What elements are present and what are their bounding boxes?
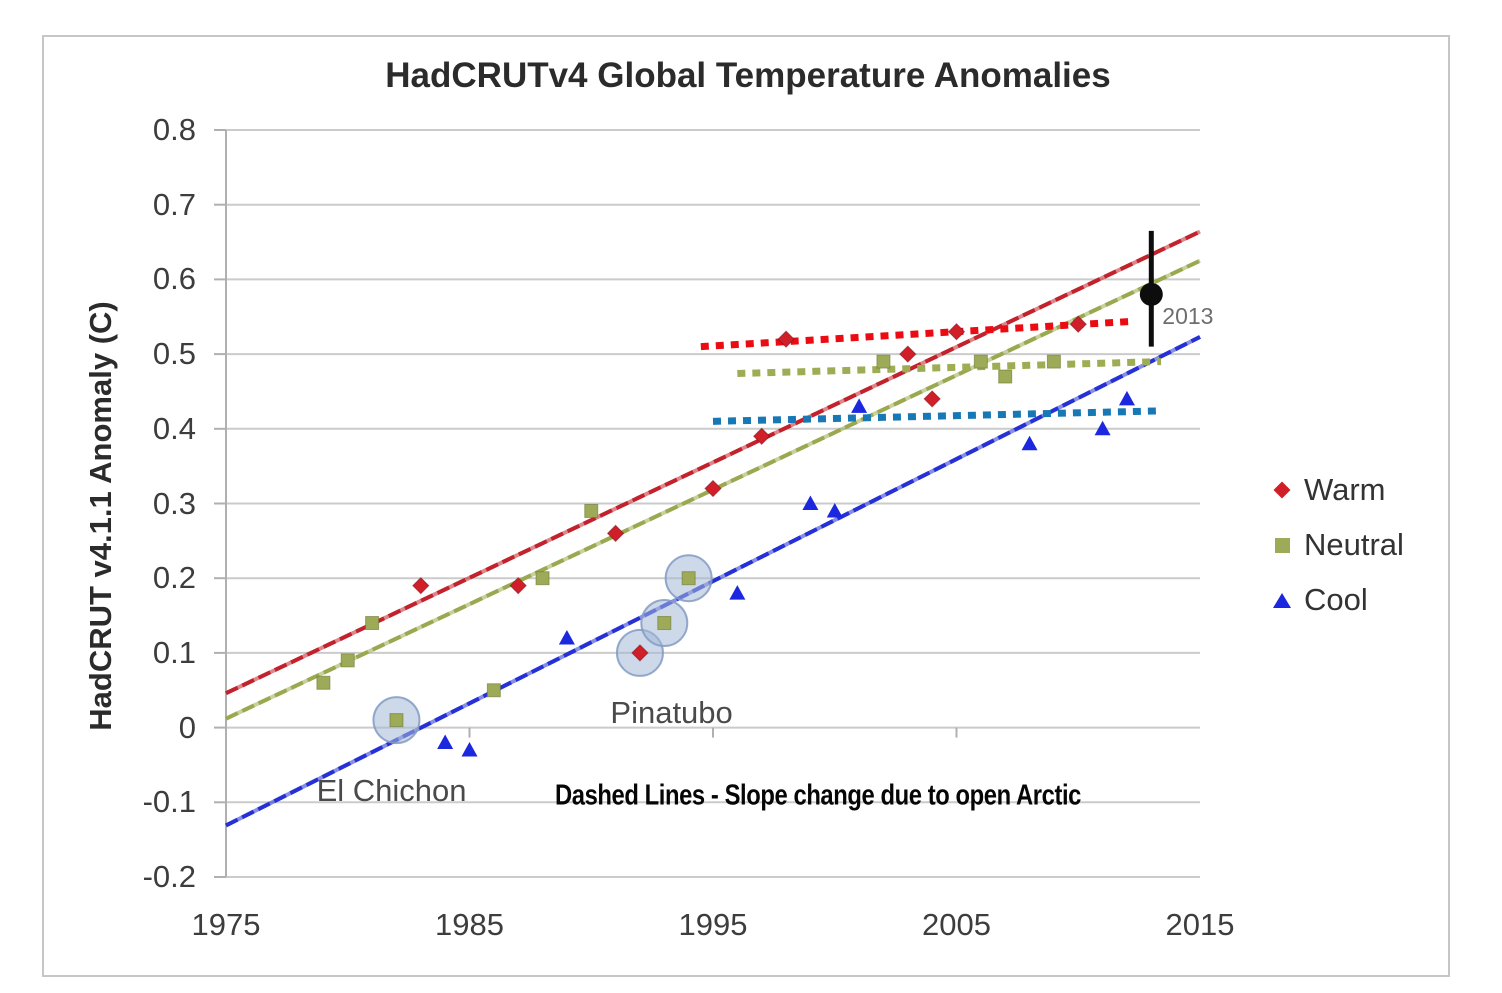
warm-diamond-icon: [1273, 481, 1291, 499]
gridlines: [226, 129, 1200, 878]
legend: Warm Neutral Cool: [1270, 470, 1404, 635]
point-2013: [1139, 282, 1163, 306]
neutral-square-icon: [1274, 537, 1290, 553]
legend-label-warm: Warm: [1304, 472, 1386, 507]
y-tick-label: -0.2: [142, 859, 196, 894]
annotation-el-chichon: El Chichon: [316, 773, 467, 809]
y-tick-label: 0.3: [152, 485, 196, 521]
y-tick-label: 0: [178, 709, 196, 745]
y-tick-label: 0.8: [152, 112, 196, 147]
x-tick-label: 1975: [191, 907, 261, 942]
y-tick-label: 0.7: [152, 186, 196, 222]
annotation-pinatubo: Pinatubo: [610, 694, 733, 730]
chart-title: HadCRUTv4 Global Temperature Anomalies: [385, 56, 1111, 95]
chart-frame-border: [42, 35, 1450, 977]
y-tick-label: 0.4: [152, 410, 196, 446]
legend-item-warm: Warm: [1270, 470, 1404, 510]
x-tick-label: 1985: [435, 907, 504, 942]
cool-trend-line: [225, 335, 1201, 828]
warm-points: [412, 315, 1087, 662]
cool-points: [437, 390, 1135, 757]
y-tick-label: 0.1: [152, 634, 196, 670]
neutral-points: [316, 354, 1061, 728]
y-tick-label: 0.6: [152, 261, 196, 297]
dashed-lines-note: Dashed Lines - Slope change due to open …: [555, 779, 1081, 812]
cool-dotted-line: [712, 407, 1162, 425]
x-tick-label: 2005: [922, 907, 991, 942]
warm-trend-line: [225, 229, 1201, 696]
axes: [214, 129, 958, 878]
cool-triangle-icon: [1273, 592, 1291, 608]
y-tick-label: 0.5: [152, 336, 196, 372]
warm-dotted-line: [700, 317, 1135, 351]
annotation-2013: 2013: [1162, 303, 1214, 330]
y-axis-label: HadCRUT v4.1.1 Anomaly (C): [83, 301, 118, 731]
x-tick-label: 1995: [678, 907, 748, 942]
legend-item-neutral: Neutral: [1270, 525, 1404, 565]
legend-item-cool: Cool: [1270, 580, 1404, 620]
x-tick-label: 2015: [1165, 907, 1235, 942]
neutral-dotted-line: [737, 358, 1162, 378]
legend-label-neutral: Neutral: [1304, 527, 1404, 562]
y-tick-label: -0.1: [142, 784, 196, 820]
legend-label-cool: Cool: [1304, 582, 1368, 617]
special-point-2013: [1139, 230, 1163, 347]
y-tick-label: 0.2: [152, 560, 196, 596]
